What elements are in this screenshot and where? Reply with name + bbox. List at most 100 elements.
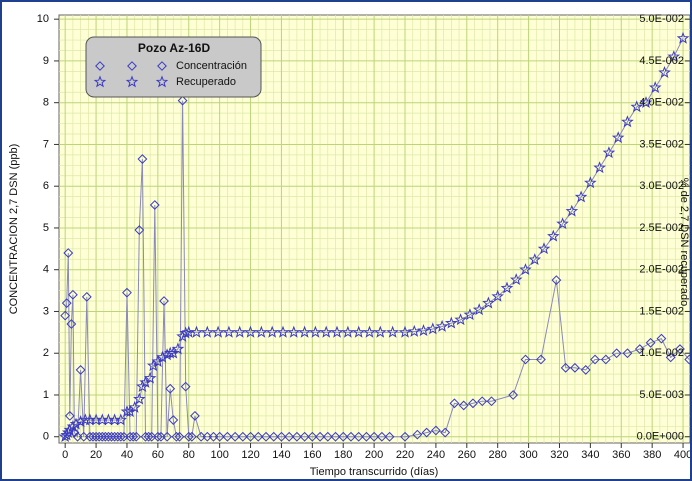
diamond-marker xyxy=(222,431,233,442)
diamond-marker xyxy=(127,61,137,71)
star-marker xyxy=(190,325,203,338)
diamond-marker xyxy=(421,427,432,438)
star-marker xyxy=(143,371,157,384)
x-tick-label: 100 xyxy=(210,449,228,461)
diamond-marker xyxy=(684,354,690,365)
y-tick-label: 10 xyxy=(37,13,49,25)
star-marker xyxy=(155,75,169,88)
diamond-marker xyxy=(307,431,318,442)
diamond-marker xyxy=(570,362,580,373)
diamond-marker xyxy=(149,200,160,210)
star-marker xyxy=(120,405,134,418)
star-marker xyxy=(125,75,139,88)
star-marker xyxy=(556,217,569,230)
star-marker xyxy=(74,415,87,428)
diamond-marker xyxy=(560,362,571,373)
star-marker xyxy=(519,263,532,276)
diamond-marker xyxy=(63,248,74,258)
diamond-marker xyxy=(656,333,667,344)
diamond-marker xyxy=(230,431,241,442)
star-marker xyxy=(509,273,523,286)
diamond-marker xyxy=(75,365,86,375)
star-marker xyxy=(426,322,440,335)
diamond-marker xyxy=(600,354,611,365)
diamond-marker xyxy=(322,431,333,442)
x-tick-label: 140 xyxy=(272,449,290,461)
star-marker xyxy=(500,281,514,294)
y2-tick-label: 5.0E-003 xyxy=(639,389,684,401)
marks xyxy=(58,31,690,443)
diamond-marker xyxy=(159,296,169,306)
x-tick-label: 20 xyxy=(90,449,102,461)
x-tick-label: 400 xyxy=(674,449,690,461)
grid xyxy=(59,15,690,443)
star-marker xyxy=(565,204,579,217)
diamond-marker xyxy=(162,431,173,442)
diamond-marker xyxy=(458,400,469,411)
diamond-marker xyxy=(338,431,349,442)
diamond-marker xyxy=(190,410,200,421)
diamond-marker xyxy=(299,431,310,442)
diamond-marker xyxy=(520,354,531,365)
diamond-marker xyxy=(330,431,341,442)
legend-label: Recuperado xyxy=(176,76,236,88)
star-marker xyxy=(602,146,616,159)
diamond-marker xyxy=(143,431,154,442)
star-marker xyxy=(454,313,467,326)
diamond-marker xyxy=(95,61,105,71)
diamond-marker xyxy=(276,431,287,442)
diamond-marker xyxy=(449,398,460,409)
diamond-marker xyxy=(134,225,145,235)
diamond-marker xyxy=(291,431,302,442)
x-tick-label: 260 xyxy=(458,449,476,461)
star-marker xyxy=(639,96,653,109)
star-marker xyxy=(407,324,421,337)
diamond-marker xyxy=(622,348,633,359)
diamond-marker xyxy=(168,415,179,425)
diamond-marker xyxy=(369,431,380,442)
x-tick-label: 40 xyxy=(121,449,133,461)
x-tick-label: 360 xyxy=(612,449,630,461)
star-marker xyxy=(233,325,247,338)
diamond-marker xyxy=(165,383,176,394)
diamond-marker xyxy=(536,354,546,365)
diamond-marker xyxy=(645,337,656,348)
star-marker xyxy=(482,296,495,309)
diamond-marker xyxy=(477,396,488,407)
x-tick-label: 320 xyxy=(550,449,568,461)
diamond-marker xyxy=(261,431,271,442)
legend-title: Pozo Az-16D xyxy=(138,41,211,55)
diamond-marker xyxy=(174,431,185,442)
star-marker xyxy=(584,176,597,189)
diamond-marker xyxy=(171,431,182,442)
x-tick-label: 220 xyxy=(396,449,414,461)
star-marker xyxy=(352,325,365,338)
star-marker xyxy=(472,303,486,316)
star-marker xyxy=(373,325,387,338)
diamond-marker xyxy=(590,354,600,365)
star-marker xyxy=(156,350,169,363)
diamond-marker xyxy=(400,431,410,442)
star-marker xyxy=(171,342,185,355)
star-marker xyxy=(363,325,376,338)
diamond-marker xyxy=(245,431,256,442)
diamond-marker xyxy=(60,310,71,321)
y2-tick-label: 4.0E-002 xyxy=(639,97,684,109)
star-marker xyxy=(309,325,322,338)
diamond-marker xyxy=(137,154,148,164)
star-marker xyxy=(330,325,344,338)
x-tick-label: 120 xyxy=(241,449,259,461)
x-tick-label: 0 xyxy=(62,449,68,461)
star-marker xyxy=(93,75,107,88)
y2-tick-label: 2.5E-002 xyxy=(639,222,684,234)
y-tick-label: 8 xyxy=(43,97,49,109)
y-tick-label: 3 xyxy=(43,305,49,317)
y2-tick-label: 5.0E-002 xyxy=(639,13,684,25)
diamond-marker xyxy=(131,431,142,442)
diamond-marker xyxy=(412,429,423,440)
x-tick-label: 380 xyxy=(643,449,661,461)
star-marker xyxy=(417,324,430,337)
star-marker xyxy=(163,346,177,359)
